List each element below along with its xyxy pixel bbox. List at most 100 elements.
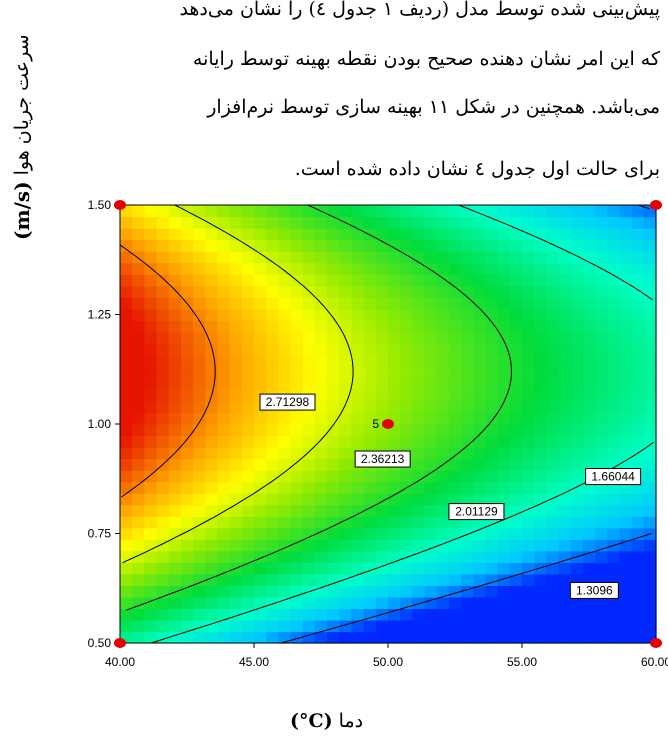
heatmap-cell xyxy=(448,228,462,241)
heatmap-cell xyxy=(509,573,523,586)
heatmap-cell xyxy=(424,504,438,517)
heatmap-cell xyxy=(132,389,145,402)
heatmap-cell xyxy=(217,435,231,448)
heatmap-cell xyxy=(302,493,316,506)
heatmap-cell xyxy=(570,400,584,414)
heatmap-cell xyxy=(351,596,365,610)
heatmap-cell xyxy=(485,458,499,471)
heatmap-cell xyxy=(400,239,413,252)
heatmap-cell xyxy=(473,424,487,437)
heatmap-cell xyxy=(314,458,328,471)
heatmap-cell xyxy=(509,239,523,252)
heatmap-cell xyxy=(375,573,389,586)
heatmap-cell xyxy=(424,539,438,552)
heatmap-cell xyxy=(156,550,170,563)
heatmap-cell xyxy=(388,435,401,448)
y-tick-label: 0.75 xyxy=(88,527,112,541)
center-point xyxy=(382,419,394,429)
heatmap-cell xyxy=(619,331,633,344)
heatmap-cell xyxy=(375,251,389,264)
heatmap-cell xyxy=(327,205,340,218)
heatmap-cell xyxy=(497,343,511,356)
heatmap-cell xyxy=(631,205,645,218)
heatmap-cell xyxy=(120,481,133,494)
heatmap-cell xyxy=(497,216,511,229)
heatmap-cell xyxy=(363,331,377,344)
heatmap-cell xyxy=(363,389,377,402)
heatmap-cell xyxy=(436,297,450,310)
heatmap-cell xyxy=(144,389,158,402)
heatmap-cell xyxy=(278,527,292,540)
heatmap-cell xyxy=(144,239,158,252)
heatmap-cell xyxy=(558,608,572,621)
heatmap-cell xyxy=(400,608,413,621)
heatmap-cell xyxy=(497,550,511,563)
heatmap-cell xyxy=(278,585,292,598)
heatmap-cell xyxy=(302,354,316,367)
heatmap-cell xyxy=(120,389,133,402)
heatmap-cell xyxy=(156,354,170,367)
heatmap-cell xyxy=(351,251,365,264)
heatmap-cell xyxy=(144,608,158,621)
heatmap-cell xyxy=(254,320,267,333)
heatmap-cell xyxy=(339,377,353,391)
heatmap-cell xyxy=(546,285,560,298)
heatmap-cell xyxy=(448,424,462,437)
heatmap-cell xyxy=(302,251,316,264)
heatmap-cell xyxy=(436,424,450,437)
heatmap-cell xyxy=(156,504,170,517)
heatmap-cell xyxy=(400,228,413,241)
heatmap-cell xyxy=(205,516,219,529)
heatmap-cell xyxy=(473,458,487,471)
heatmap-cell xyxy=(120,573,133,586)
heatmap-cell xyxy=(351,539,365,552)
heatmap-cell xyxy=(351,504,365,517)
heatmap-cell xyxy=(509,631,523,644)
heatmap-cell xyxy=(400,274,413,287)
x-axis-title: دما xyxy=(338,710,364,732)
heatmap-cell xyxy=(217,377,231,391)
heatmap-cell xyxy=(631,493,645,506)
heatmap-cell xyxy=(278,435,292,448)
contour-line xyxy=(126,204,512,611)
heatmap-cell xyxy=(351,262,365,275)
heatmap-cell xyxy=(461,377,474,391)
heatmap-cell xyxy=(509,596,523,610)
heatmap-cell xyxy=(461,320,474,333)
heatmap-cell xyxy=(534,447,547,460)
heatmap-cell xyxy=(485,331,499,344)
heatmap-cell xyxy=(534,389,547,402)
heatmap-cell xyxy=(375,400,389,414)
heatmap-cell xyxy=(375,343,389,356)
heatmap-cell xyxy=(193,239,206,252)
heatmap-cell xyxy=(619,412,633,425)
heatmap-cell xyxy=(168,562,182,575)
heatmap-cell xyxy=(570,389,584,402)
heatmap-cell xyxy=(448,239,462,252)
heatmap-cell xyxy=(254,539,267,552)
heatmap-cell xyxy=(193,343,206,356)
heatmap-cell xyxy=(217,389,231,402)
heatmap-cell xyxy=(400,400,413,414)
heatmap-cell xyxy=(534,320,547,333)
heatmap-cell xyxy=(327,516,340,529)
heatmap-cell xyxy=(558,527,572,540)
x-tick-label: 60.00 xyxy=(641,655,668,669)
heatmap-cell xyxy=(351,297,365,310)
heatmap-cell xyxy=(619,458,633,471)
heatmap-cell xyxy=(375,596,389,610)
heatmap-cell xyxy=(339,585,353,598)
heatmap-cell xyxy=(436,631,450,644)
heatmap-cell xyxy=(497,527,511,540)
heatmap-cell xyxy=(132,562,145,575)
heatmap-cell xyxy=(582,516,596,529)
heatmap-cell xyxy=(436,435,450,448)
heatmap-cell xyxy=(168,573,182,586)
heatmap-cell xyxy=(120,424,133,437)
heatmap-cell xyxy=(448,343,462,356)
heatmap-cell xyxy=(278,285,292,298)
heatmap-cell xyxy=(534,435,547,448)
heatmap-cell xyxy=(339,274,353,287)
heatmap-cell xyxy=(302,435,316,448)
heatmap-cell xyxy=(595,516,608,529)
